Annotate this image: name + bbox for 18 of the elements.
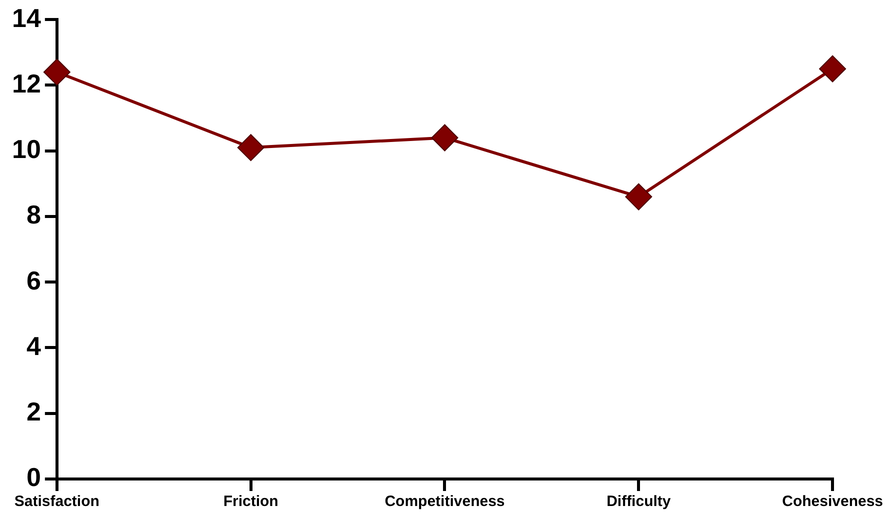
y-tick-label: 4 [26, 330, 42, 361]
y-tick-label: 14 [12, 2, 42, 33]
x-tick-label: Difficulty [606, 493, 672, 510]
x-tick-label: Competitiveness [384, 493, 505, 510]
point [819, 55, 846, 82]
y-tick-label: 8 [26, 200, 41, 230]
y-tick-label: 6 [26, 265, 41, 296]
point [237, 134, 264, 162]
y-tick-label: 2 [26, 396, 41, 427]
x-tick-label: Satisfaction [14, 493, 100, 510]
y-tick-label: 10 [12, 134, 41, 164]
x-tick-label: Cohesiveness [782, 493, 884, 510]
x-tick-label: Friction [223, 493, 278, 510]
point [625, 183, 652, 210]
point [431, 124, 458, 152]
y-tick-label: 12 [12, 68, 41, 98]
point [43, 58, 70, 86]
y-tick-label: 0 [26, 462, 41, 492]
